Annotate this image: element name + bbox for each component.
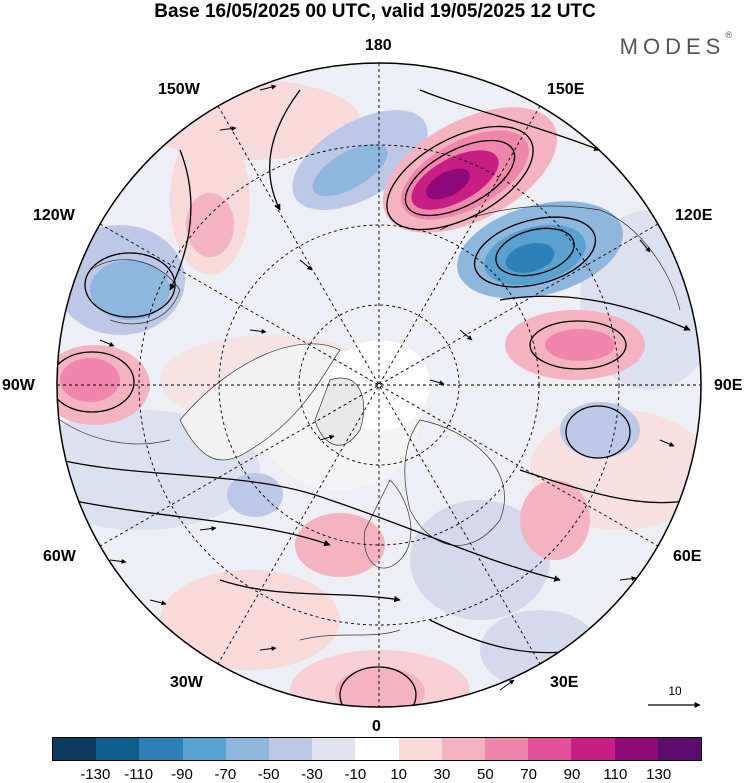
lon-label-120w: 120W — [33, 207, 75, 224]
colorbar-tick-label: -50 — [257, 766, 280, 783]
colorbar-swatch — [269, 738, 313, 760]
colorbar-tick-label: 30 — [433, 766, 451, 783]
colorbar-tick-label: 70 — [520, 766, 537, 783]
lon-label-30w: 30W — [170, 674, 203, 691]
colorbar-tick-label: -130 — [80, 766, 111, 783]
modes-logo: MODES® — [619, 30, 732, 60]
colorbar-swatch — [398, 738, 442, 760]
colorbar-swatch — [485, 738, 529, 760]
coastlines — [59, 205, 681, 641]
colorbar-swatch — [96, 738, 140, 760]
colorbar-tick-label: -10 — [344, 766, 367, 783]
colorbar-tick-label: 130 — [646, 766, 672, 783]
lon-label-120e: 120E — [675, 207, 713, 224]
colorbar-swatch — [355, 738, 399, 760]
lon-label-60e: 60E — [673, 548, 702, 565]
colorbar-tick-label: 10 — [390, 766, 407, 783]
wind-arrows — [99, 84, 675, 691]
lon-label-90w: 90W — [2, 377, 35, 394]
lon-label-0: 0 — [372, 718, 381, 735]
colorbar-tick-label: -90 — [171, 766, 193, 783]
lon-label-180: 180 — [365, 37, 392, 54]
colorbar-swatch — [571, 738, 615, 760]
lon-label-30e: 30E — [550, 674, 579, 691]
colorbar-swatch — [528, 738, 572, 760]
lon-label-90e: 90E — [714, 377, 743, 394]
colorbar-swatch — [53, 738, 97, 760]
colorbar-swatch — [225, 738, 270, 760]
colorbar-tick-label: -30 — [301, 766, 323, 783]
reference-vector-label: 10 — [668, 684, 682, 698]
graticule — [57, 63, 701, 707]
colorbar-swatch — [312, 738, 356, 760]
colorbar-tick-label: -70 — [214, 766, 237, 783]
colorbar-tick-label: 50 — [476, 766, 494, 783]
registered-mark: ® — [725, 30, 732, 40]
colorbar-swatch — [182, 738, 226, 760]
colorbar — [52, 737, 702, 761]
colorbar-swatch — [139, 738, 183, 760]
lon-label-60w: 60W — [43, 548, 76, 565]
chart-title: Base 16/05/2025 00 UTC, valid 19/05/2025… — [154, 1, 596, 22]
colorbar-tick-label: -110 — [124, 766, 154, 783]
colorbar-tick-label: 90 — [563, 766, 581, 783]
map-border — [56, 62, 702, 708]
colorbar-swatch — [441, 738, 486, 760]
brand-name: MODES — [619, 34, 726, 59]
lon-label-150e: 150E — [547, 81, 585, 98]
colorbar-tick-label: 110 — [603, 766, 628, 783]
colorbar-swatch — [657, 738, 702, 760]
lon-label-150w: 150W — [158, 81, 200, 98]
colorbar-swatch — [614, 738, 658, 760]
wind-streamlines — [57, 89, 691, 707]
